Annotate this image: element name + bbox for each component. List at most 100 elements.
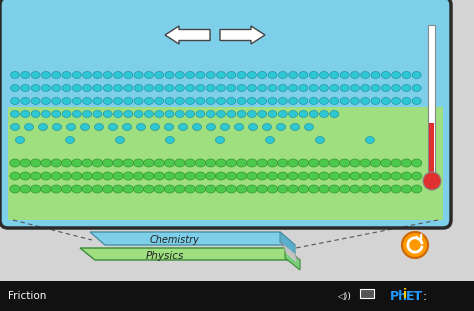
Ellipse shape bbox=[237, 72, 246, 78]
Ellipse shape bbox=[92, 185, 102, 193]
Ellipse shape bbox=[164, 185, 175, 193]
Ellipse shape bbox=[109, 123, 118, 131]
Polygon shape bbox=[284, 247, 295, 258]
Ellipse shape bbox=[299, 98, 308, 104]
Ellipse shape bbox=[165, 110, 174, 118]
Ellipse shape bbox=[82, 98, 91, 104]
Ellipse shape bbox=[350, 185, 360, 193]
Ellipse shape bbox=[319, 110, 328, 118]
Ellipse shape bbox=[192, 123, 201, 131]
Ellipse shape bbox=[92, 159, 102, 167]
Ellipse shape bbox=[151, 123, 159, 131]
Ellipse shape bbox=[412, 85, 421, 91]
Ellipse shape bbox=[21, 98, 30, 104]
Circle shape bbox=[423, 172, 441, 190]
Ellipse shape bbox=[124, 110, 133, 118]
Bar bbox=[8, 107, 443, 220]
Ellipse shape bbox=[371, 72, 380, 78]
Ellipse shape bbox=[237, 85, 246, 91]
Ellipse shape bbox=[10, 72, 19, 78]
Ellipse shape bbox=[350, 72, 359, 78]
Ellipse shape bbox=[102, 159, 113, 167]
Ellipse shape bbox=[299, 85, 308, 91]
Ellipse shape bbox=[412, 98, 421, 104]
Ellipse shape bbox=[92, 172, 102, 180]
Ellipse shape bbox=[179, 123, 188, 131]
Ellipse shape bbox=[41, 85, 50, 91]
Ellipse shape bbox=[10, 98, 19, 104]
Ellipse shape bbox=[94, 123, 103, 131]
Ellipse shape bbox=[330, 110, 339, 118]
Ellipse shape bbox=[350, 98, 359, 104]
Ellipse shape bbox=[309, 72, 318, 78]
Ellipse shape bbox=[41, 185, 51, 193]
Ellipse shape bbox=[402, 98, 411, 104]
Ellipse shape bbox=[226, 172, 237, 180]
Polygon shape bbox=[285, 248, 300, 270]
Ellipse shape bbox=[319, 98, 328, 104]
Ellipse shape bbox=[350, 159, 360, 167]
Ellipse shape bbox=[154, 172, 164, 180]
Ellipse shape bbox=[113, 72, 122, 78]
Ellipse shape bbox=[164, 159, 175, 167]
Ellipse shape bbox=[73, 85, 82, 91]
Ellipse shape bbox=[248, 123, 257, 131]
Ellipse shape bbox=[145, 98, 154, 104]
Ellipse shape bbox=[298, 159, 309, 167]
Ellipse shape bbox=[235, 123, 244, 131]
Ellipse shape bbox=[278, 159, 288, 167]
Ellipse shape bbox=[392, 98, 401, 104]
Ellipse shape bbox=[93, 110, 102, 118]
Ellipse shape bbox=[411, 159, 422, 167]
Ellipse shape bbox=[206, 85, 215, 91]
Ellipse shape bbox=[339, 185, 350, 193]
Ellipse shape bbox=[186, 110, 195, 118]
Ellipse shape bbox=[289, 110, 298, 118]
Ellipse shape bbox=[299, 72, 308, 78]
Ellipse shape bbox=[370, 172, 381, 180]
Polygon shape bbox=[284, 245, 295, 256]
Ellipse shape bbox=[61, 185, 72, 193]
Ellipse shape bbox=[299, 110, 308, 118]
Ellipse shape bbox=[309, 159, 319, 167]
Ellipse shape bbox=[370, 159, 381, 167]
Ellipse shape bbox=[52, 98, 61, 104]
Ellipse shape bbox=[154, 159, 164, 167]
Ellipse shape bbox=[217, 85, 226, 91]
Ellipse shape bbox=[41, 110, 50, 118]
Ellipse shape bbox=[381, 98, 390, 104]
Ellipse shape bbox=[217, 72, 226, 78]
Ellipse shape bbox=[62, 72, 71, 78]
Ellipse shape bbox=[61, 159, 72, 167]
Ellipse shape bbox=[122, 123, 131, 131]
Ellipse shape bbox=[195, 172, 206, 180]
Ellipse shape bbox=[165, 137, 174, 143]
Ellipse shape bbox=[217, 110, 226, 118]
Ellipse shape bbox=[155, 110, 164, 118]
Ellipse shape bbox=[227, 98, 236, 104]
Ellipse shape bbox=[31, 98, 40, 104]
Ellipse shape bbox=[38, 123, 47, 131]
Ellipse shape bbox=[124, 85, 133, 91]
Ellipse shape bbox=[237, 172, 247, 180]
Ellipse shape bbox=[220, 123, 229, 131]
Ellipse shape bbox=[53, 123, 62, 131]
Ellipse shape bbox=[25, 123, 34, 131]
Ellipse shape bbox=[340, 85, 349, 91]
Ellipse shape bbox=[41, 72, 50, 78]
Ellipse shape bbox=[41, 172, 51, 180]
Polygon shape bbox=[280, 242, 300, 260]
Ellipse shape bbox=[154, 185, 164, 193]
Ellipse shape bbox=[103, 110, 112, 118]
Ellipse shape bbox=[82, 85, 91, 91]
Ellipse shape bbox=[20, 159, 30, 167]
Polygon shape bbox=[285, 248, 296, 259]
Ellipse shape bbox=[329, 172, 339, 180]
Ellipse shape bbox=[402, 85, 411, 91]
Ellipse shape bbox=[30, 159, 41, 167]
Ellipse shape bbox=[175, 85, 184, 91]
Ellipse shape bbox=[206, 159, 216, 167]
Ellipse shape bbox=[20, 185, 30, 193]
Ellipse shape bbox=[31, 110, 40, 118]
Ellipse shape bbox=[309, 185, 319, 193]
